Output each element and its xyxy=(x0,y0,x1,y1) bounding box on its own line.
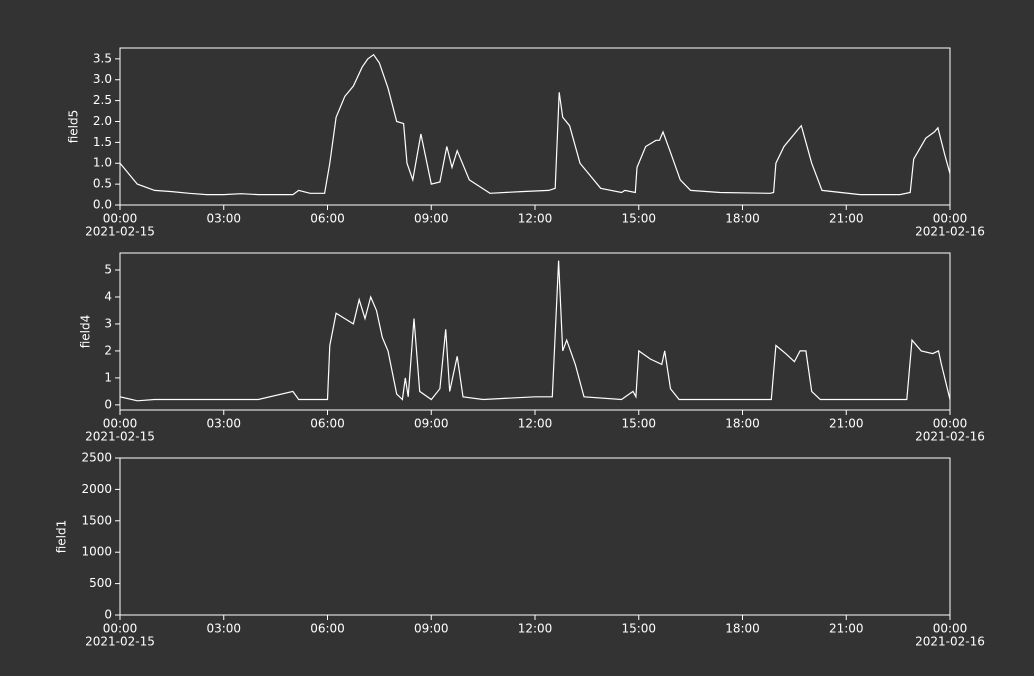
x-tick-date: 2021-02-15 xyxy=(85,430,155,444)
x-tick-label: 00:00 xyxy=(103,212,138,226)
y-tick-label: 4 xyxy=(104,289,112,303)
x-tick-label: 00:00 xyxy=(933,622,968,636)
x-tick-label: 09:00 xyxy=(414,212,449,226)
x-tick-label: 00:00 xyxy=(103,417,138,431)
x-tick-label: 21:00 xyxy=(829,622,864,636)
y-tick-label: 2.5 xyxy=(93,93,112,107)
y-tick-label: 1.5 xyxy=(93,135,112,149)
x-tick-label: 00:00 xyxy=(933,212,968,226)
x-tick-label: 03:00 xyxy=(206,417,241,431)
y-tick-label: 2 xyxy=(104,343,112,357)
y-tick-label: 0.0 xyxy=(93,198,112,212)
y-tick-label: 0 xyxy=(104,608,112,622)
plot-area xyxy=(119,457,951,616)
y-tick-label: 3.0 xyxy=(93,72,112,86)
x-tick-label: 12:00 xyxy=(518,417,553,431)
plot-area xyxy=(119,47,951,206)
x-tick-label: 15:00 xyxy=(621,417,656,431)
x-tick-date: 2021-02-16 xyxy=(915,430,985,444)
y-axis-label: field4 xyxy=(79,315,93,349)
y-tick-label: 1000 xyxy=(81,545,112,559)
x-tick-label: 03:00 xyxy=(206,622,241,636)
x-tick-date: 2021-02-15 xyxy=(85,635,155,649)
x-tick-label: 06:00 xyxy=(310,622,345,636)
x-tick-label: 09:00 xyxy=(414,622,449,636)
x-tick-label: 18:00 xyxy=(725,622,760,636)
x-tick-label: 18:00 xyxy=(725,212,760,226)
x-tick-label: 00:00 xyxy=(933,417,968,431)
y-tick-label: 3 xyxy=(104,316,112,330)
x-tick-label: 18:00 xyxy=(725,417,760,431)
x-tick-label: 03:00 xyxy=(206,212,241,226)
y-tick-label: 2.0 xyxy=(93,114,112,128)
y-tick-label: 5 xyxy=(104,262,112,276)
y-axis-label: field5 xyxy=(67,110,81,144)
y-tick-label: 1.0 xyxy=(93,156,112,170)
x-tick-date: 2021-02-16 xyxy=(915,635,985,649)
x-tick-label: 15:00 xyxy=(621,622,656,636)
y-axis-label: field1 xyxy=(55,520,69,554)
x-tick-label: 12:00 xyxy=(518,622,553,636)
y-tick-label: 0 xyxy=(104,397,112,411)
x-tick-label: 15:00 xyxy=(621,212,656,226)
y-tick-label: 2500 xyxy=(81,451,112,465)
x-tick-label: 00:00 xyxy=(103,622,138,636)
x-tick-date: 2021-02-16 xyxy=(915,225,985,239)
x-tick-label: 06:00 xyxy=(310,212,345,226)
y-tick-label: 1 xyxy=(104,370,112,384)
plot-area xyxy=(119,252,951,411)
y-tick-label: 1500 xyxy=(81,513,112,527)
x-tick-date: 2021-02-15 xyxy=(85,225,155,239)
y-tick-label: 0.5 xyxy=(93,177,112,191)
y-tick-label: 2000 xyxy=(81,482,112,496)
y-tick-label: 3.5 xyxy=(93,51,112,65)
x-tick-label: 21:00 xyxy=(829,212,864,226)
series-line xyxy=(119,53,951,196)
y-tick-label: 500 xyxy=(89,576,112,590)
x-tick-label: 09:00 xyxy=(414,417,449,431)
x-tick-label: 06:00 xyxy=(310,417,345,431)
series-line xyxy=(119,260,951,402)
x-tick-label: 21:00 xyxy=(829,417,864,431)
x-tick-label: 12:00 xyxy=(518,212,553,226)
